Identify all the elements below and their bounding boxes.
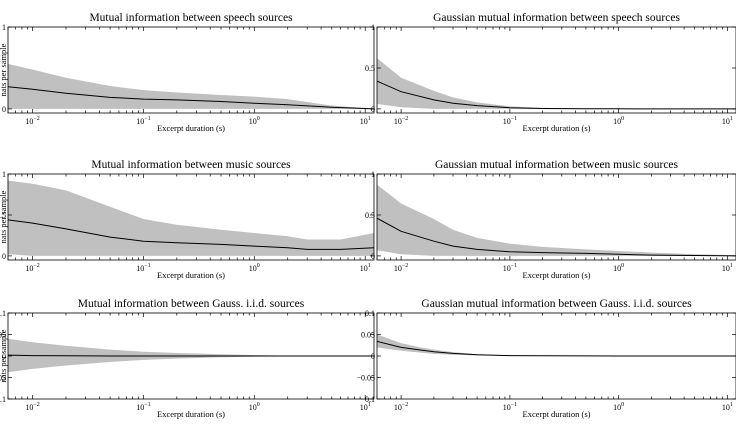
chart-6-title: Gaussian mutual information between Gaus…	[421, 298, 692, 310]
chart-1-xtick-label: 10−2	[25, 116, 39, 126]
chart-4-ytick-label: 0	[371, 252, 375, 261]
chart-4-xtick-label: 10−2	[394, 263, 408, 273]
chart-6-xtick-label: 100	[613, 402, 624, 412]
chart-4-xtick-label: 101	[722, 263, 733, 273]
chart-5-minor-ticks	[7, 313, 366, 399]
chart-3-mean-line	[8, 219, 374, 250]
chart-6-ytick-label: −0.05	[356, 374, 375, 383]
chart-2-spread-band	[377, 58, 736, 109]
chart-4: 10−2 10−1 100 101 0 0.5 1 Gaussian mutual infor…	[365, 159, 736, 280]
chart-2-xlabel: Excerpt duration (s)	[523, 123, 591, 133]
chart-3-xtick-label: 100	[249, 263, 260, 273]
chart-4-ytick-label: 0.5	[365, 211, 375, 220]
chart-4-ytick-label: 1	[371, 170, 375, 179]
chart-3-ytick-label: 0.5	[0, 211, 6, 220]
chart-5-xtick-label: 100	[249, 402, 260, 412]
chart-4-mean-line	[377, 217, 736, 257]
chart-1-xtick-label: 10−1	[136, 116, 150, 126]
chart-4-xlabel: Excerpt duration (s)	[523, 270, 591, 280]
chart-4-title: Gaussian mutual information between musi…	[435, 159, 679, 171]
chart-3-xtick-label: 10−2	[25, 263, 39, 273]
chart-5-mean-line	[8, 354, 374, 357]
chart-2-axes-frame	[376, 26, 736, 114]
chart-5-ytick-label: −0.1	[0, 395, 6, 404]
chart-1-mean-line	[8, 86, 374, 110]
chart-4-xtick-label: 100	[613, 263, 624, 273]
chart-5-ytick-label: 0.05	[0, 331, 6, 340]
chart-1-xtick-label: 101	[360, 116, 371, 126]
chart-4-minor-ticks	[376, 174, 728, 260]
chart-2: 10−2 10−1 100 101 0 0.5 1 Gaussian mutual infor…	[365, 12, 736, 133]
chart-1-ylabel: nats per sample	[0, 43, 8, 96]
chart-6-ytick-label: −0.1	[360, 395, 375, 404]
chart-1-spread-band	[8, 63, 374, 109]
chart-2-xtick-label: 10−2	[394, 116, 408, 126]
chart-5-xtick-label: 10−1	[136, 402, 150, 412]
chart-2-ytick-label: 0	[371, 105, 375, 114]
chart-6: 10−2 10−1 100 101−0.1−0.0500.050.1Gaussian …	[356, 298, 736, 419]
chart-5-xtick-label: 10−2	[25, 402, 39, 412]
chart-6-mean-line	[377, 340, 736, 357]
chart-4-xtick-label: 10−1	[503, 263, 517, 273]
chart-6-ytick-label: 0.1	[365, 309, 375, 318]
chart-6-xtick-label: 10−1	[503, 402, 517, 412]
chart-2-ytick-label: 0.5	[365, 64, 375, 73]
chart-2-xtick-label: 100	[613, 116, 624, 126]
chart-1-xtick-label: 100	[249, 116, 260, 126]
chart-6-spread-band	[377, 334, 736, 356]
chart-2-mean-line	[377, 80, 736, 110]
chart-6-xtick-label: 101	[722, 402, 733, 412]
chart-6-xtick-label: 10−2	[394, 402, 408, 412]
chart-2-ytick-label: 1	[371, 23, 375, 32]
chart-1-title: Mutual information between speech source…	[89, 12, 293, 24]
chart-5-xlabel: Excerpt duration (s)	[157, 409, 225, 419]
chart-2-xtick-label: 101	[722, 116, 733, 126]
chart-5-ytick-label: −0.05	[0, 374, 6, 383]
chart-2-xtick-label: 10−1	[503, 116, 517, 126]
chart-2-minor-ticks	[376, 27, 728, 113]
chart-3-ylabel: nats per sample	[0, 190, 8, 243]
chart-5-xtick-label: 101	[360, 402, 371, 412]
chart-5-ytick-label: 0.1	[0, 309, 6, 318]
chart-1-axes-frame	[7, 26, 375, 114]
chart-1-ytick-label: 1	[2, 23, 6, 32]
chart-6-xlabel: Excerpt duration (s)	[523, 409, 591, 419]
chart-3-ytick-label: 1	[2, 170, 6, 179]
chart-5-ytick-label: 0	[2, 352, 6, 361]
chart-2-title: Gaussian mutual information between spee…	[433, 12, 680, 24]
chart-3-axes-frame	[7, 173, 375, 261]
chart-1-xlabel: Excerpt duration (s)	[157, 123, 225, 133]
chart-3-xtick-label: 10−1	[136, 263, 150, 273]
chart-3-xlabel: Excerpt duration (s)	[157, 270, 225, 280]
chart-5-title: Mutual information between Gauss. i.i.d.…	[78, 298, 305, 310]
chart-3-xtick-label: 101	[360, 263, 371, 273]
chart-4-spread-band	[377, 184, 736, 256]
chart-1-minor-ticks	[7, 27, 366, 113]
chart-4-axes-frame	[376, 173, 736, 261]
chart-3-ytick-label: 0	[2, 252, 6, 261]
chart-6-ytick-label: 0	[371, 352, 375, 361]
chart-3-spread-band	[8, 180, 374, 256]
chart-5-ylabel: nats per sample	[0, 329, 8, 382]
chart-6-ytick-label: 0.05	[361, 331, 375, 340]
chart-1-ytick-label: 0	[2, 105, 6, 114]
chart-3-title: Mutual information between music sources	[91, 159, 291, 171]
